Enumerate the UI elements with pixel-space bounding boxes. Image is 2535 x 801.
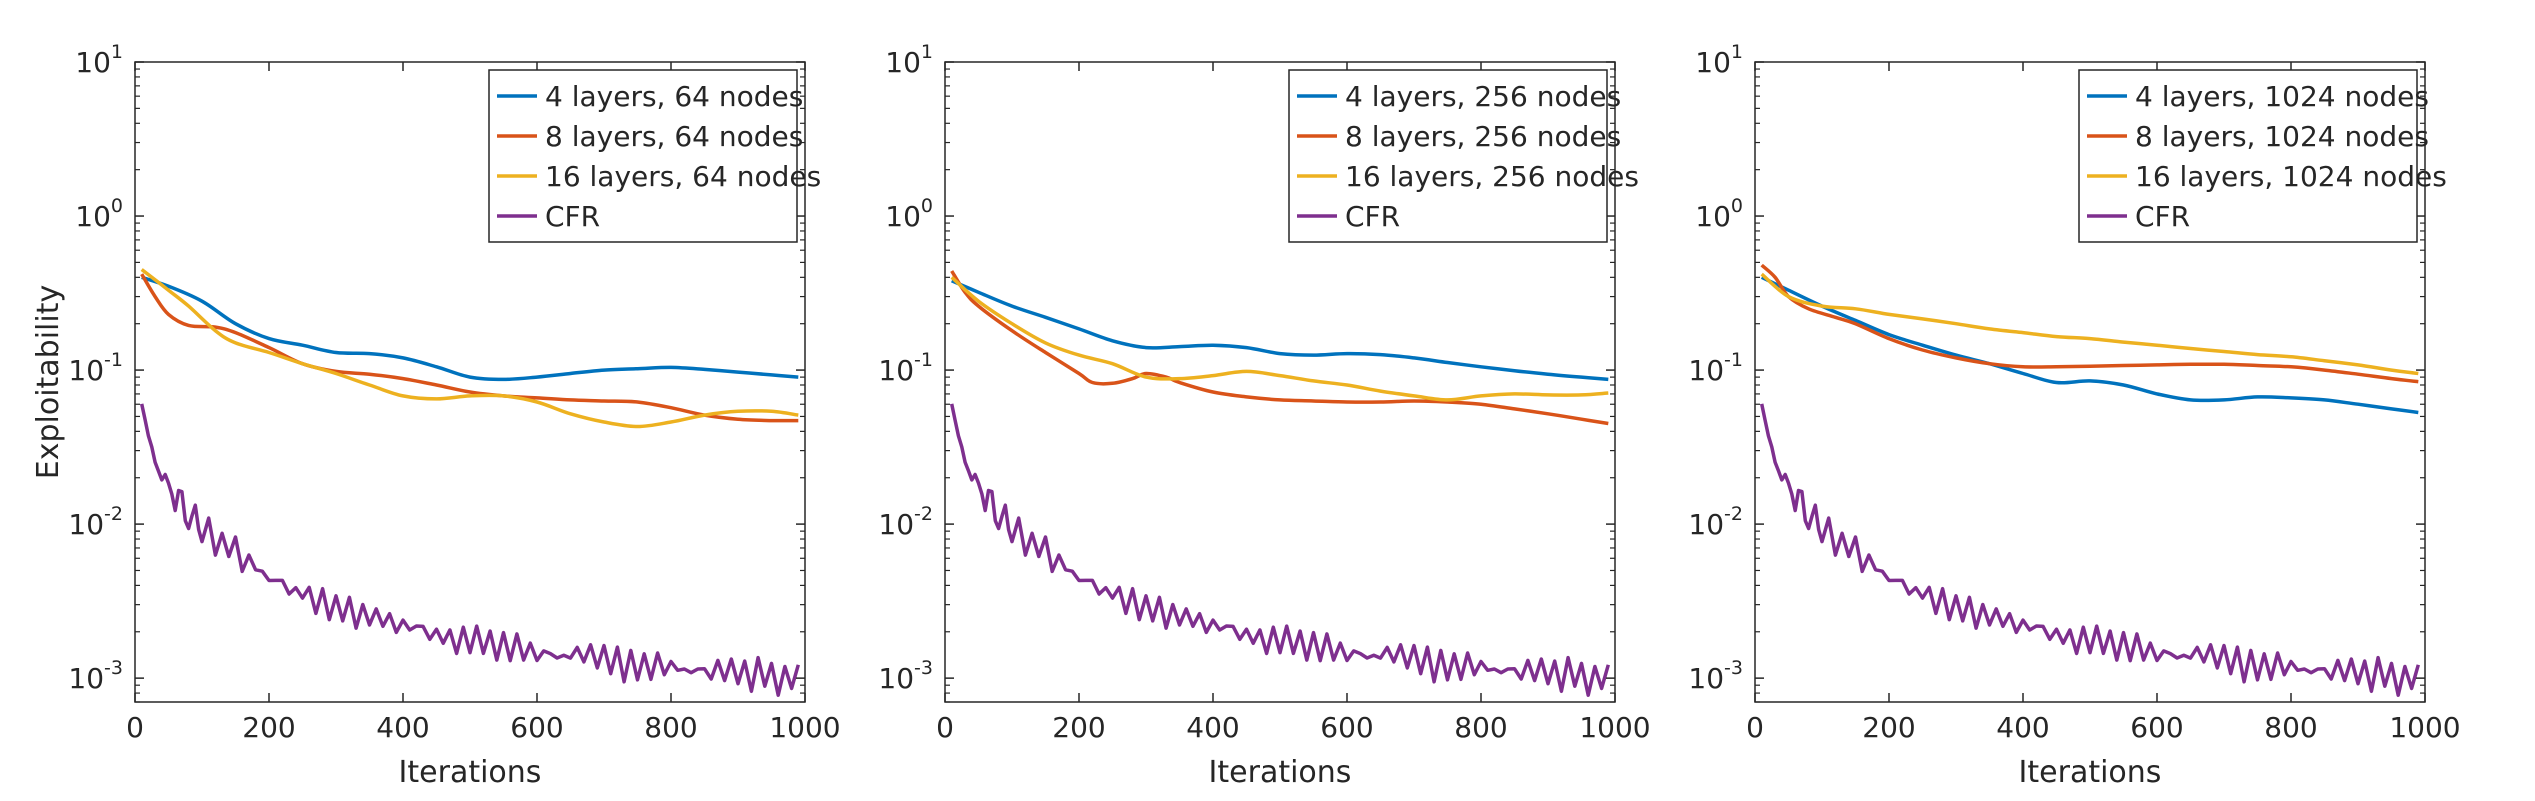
legend-entry: 8 layers, 1024 nodes <box>2135 120 2429 153</box>
series-line-3 <box>140 268 799 429</box>
series-line-2 <box>1760 263 2419 384</box>
x-tick-label: 200 <box>242 711 295 744</box>
series-group <box>139 268 800 697</box>
x-tick-label: 1000 <box>769 711 840 744</box>
x-axis-label: Iterations <box>399 755 542 790</box>
x-tick-label: 400 <box>1996 711 2049 744</box>
series-group <box>949 270 1610 697</box>
y-tick-label: 10-1 <box>1688 349 1743 387</box>
y-tick-label: 10-3 <box>878 657 933 695</box>
x-tick-label: 1000 <box>1579 711 1650 744</box>
y-tick-label: 10-2 <box>878 503 933 541</box>
x-tick-label: 800 <box>2264 711 2317 744</box>
y-tick-label: 100 <box>75 195 123 233</box>
y-tick-label: 100 <box>885 195 933 233</box>
legend-entry: CFR <box>2135 200 2190 233</box>
legend-entry: 16 layers, 64 nodes <box>545 160 821 193</box>
x-tick-label: 600 <box>1320 711 1373 744</box>
legend-entry: 16 layers, 1024 nodes <box>2135 160 2447 193</box>
axes-frame <box>944 61 1616 703</box>
x-tick-label: 400 <box>1186 711 1239 744</box>
axes-frame <box>134 61 806 703</box>
x-tick-label: 600 <box>2130 711 2183 744</box>
legend-entry: 8 layers, 256 nodes <box>1345 120 1621 153</box>
y-axis-label: Exploitability <box>31 285 66 480</box>
panel-3: 0 200 400 600 800 1000 10-3 10-2 10-1 100 101 Itera… <box>1688 41 2460 790</box>
y-tick-label: 100 <box>1695 195 1743 233</box>
x-tick-label: 0 <box>936 711 954 744</box>
series-line-cfr <box>139 403 800 697</box>
x-tick-label: 0 <box>126 711 144 744</box>
series-line-3 <box>950 275 1609 402</box>
x-tick-label: 800 <box>1454 711 1507 744</box>
y-tick-label: 10-2 <box>1688 503 1743 541</box>
legend-box <box>488 69 798 243</box>
legend-entry: 4 layers, 64 nodes <box>545 80 803 113</box>
series-line-2 <box>140 273 799 423</box>
series-line-1 <box>141 275 799 382</box>
x-axis-label: Iterations <box>2019 755 2162 790</box>
x-tick-label: 1000 <box>2389 711 2460 744</box>
axes-frame <box>1754 61 2426 703</box>
y-tick-label: 10-1 <box>878 349 933 387</box>
x-tick-label: 600 <box>510 711 563 744</box>
legend-entry: 16 layers, 256 nodes <box>1345 160 1639 193</box>
series-line-1 <box>1760 275 2419 415</box>
y-tick-label: 101 <box>1695 41 1743 79</box>
legend-entry: 8 layers, 64 nodes <box>545 120 803 153</box>
panel-1: 0 200 400 600 800 1000 10-3 10-2 10-1 100 101 Itera… <box>31 41 841 790</box>
legend: 4 layers, 64 nodes 8 layers, 64 nodes 16 l… <box>488 69 821 243</box>
y-tick-label: 10-3 <box>68 657 123 695</box>
series-group <box>1759 263 2420 697</box>
series-line-1 <box>951 279 1609 382</box>
x-tick-label: 200 <box>1862 711 1915 744</box>
series-line-cfr <box>949 403 1610 697</box>
y-tick-label: 101 <box>885 41 933 79</box>
legend: 4 layers, 1024 nodes 8 layers, 1024 nodes… <box>2078 69 2447 243</box>
legend: 4 layers, 256 nodes 8 layers, 256 nodes 16… <box>1288 69 1639 243</box>
series-line-2 <box>950 270 1609 426</box>
series-line-cfr <box>1759 403 2420 697</box>
y-tick-label: 10-1 <box>68 349 123 387</box>
legend-entry: CFR <box>545 200 600 233</box>
legend-box <box>1288 69 1608 243</box>
x-tick-label: 400 <box>376 711 429 744</box>
legend-entry: 4 layers, 256 nodes <box>1345 80 1621 113</box>
panel-2: 0 200 400 600 800 1000 10-3 10-2 10-1 100 101 Itera… <box>878 41 1650 790</box>
y-tick-label: 10-2 <box>68 503 123 541</box>
legend-entry: CFR <box>1345 200 1400 233</box>
x-axis-label: Iterations <box>1209 755 1352 790</box>
legend-box <box>2078 69 2418 243</box>
y-tick-label: 101 <box>75 41 123 79</box>
y-tick-label: 10-3 <box>1688 657 1743 695</box>
legend-entry: 4 layers, 1024 nodes <box>2135 80 2429 113</box>
x-tick-label: 200 <box>1052 711 1105 744</box>
x-tick-label: 800 <box>644 711 697 744</box>
x-tick-label: 0 <box>1746 711 1764 744</box>
series-line-3 <box>1760 272 2419 376</box>
